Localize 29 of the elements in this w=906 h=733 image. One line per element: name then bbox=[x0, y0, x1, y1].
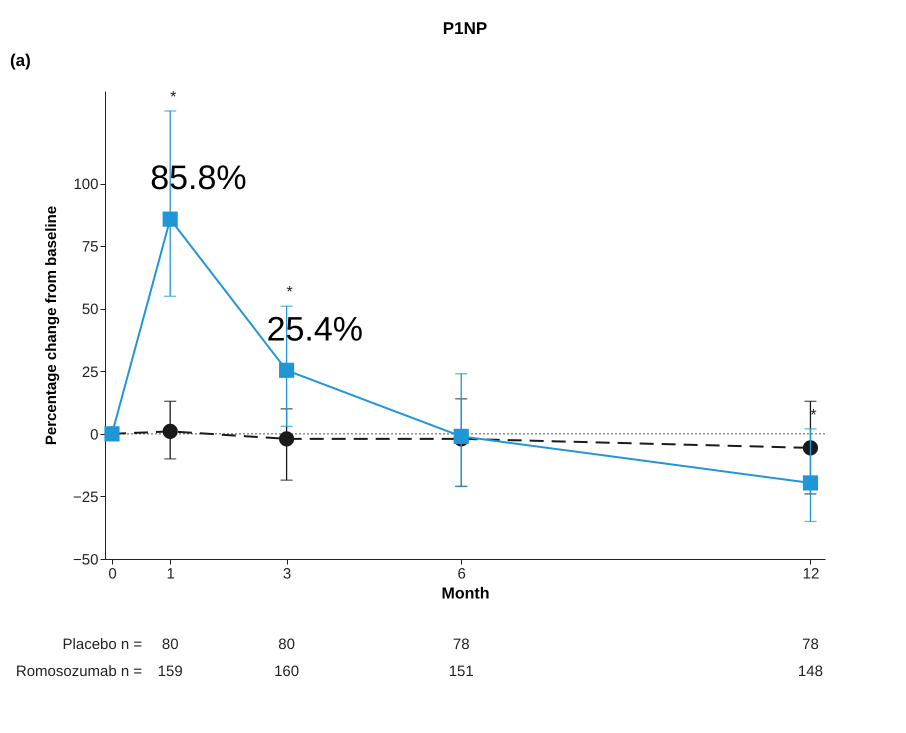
x-tick-label: 3 bbox=[282, 566, 292, 582]
annotation: * bbox=[170, 89, 176, 106]
x-tick-label: 0 bbox=[108, 566, 117, 582]
y-tick-label: 0 bbox=[90, 426, 98, 444]
x-tick-label: 12 bbox=[802, 566, 820, 582]
text: 148 bbox=[798, 663, 823, 680]
text: (a) bbox=[10, 51, 31, 70]
text: 78 bbox=[452, 636, 470, 653]
y-tick-label: 25 bbox=[82, 364, 98, 381]
y-tick-label: 75 bbox=[82, 238, 98, 256]
text: Placebo n = bbox=[62, 636, 142, 653]
text: 80 bbox=[162, 636, 179, 653]
chart-title: P1NP bbox=[442, 19, 488, 38]
text: 151 bbox=[448, 663, 474, 680]
x-axis-title: Month bbox=[442, 586, 490, 602]
annotation: * bbox=[810, 406, 817, 424]
text: Romosozumab n = bbox=[16, 663, 142, 680]
y-tick-label: 100 bbox=[73, 176, 98, 194]
text: 80 bbox=[278, 636, 295, 653]
y-tick-label: 50 bbox=[82, 301, 98, 318]
text: 160 bbox=[274, 663, 300, 680]
y-tick-label: −50 bbox=[73, 552, 98, 568]
annotation: * bbox=[286, 284, 293, 302]
x-tick-label: 1 bbox=[166, 566, 175, 582]
text: 159 bbox=[158, 663, 183, 680]
y-tick-label: −25 bbox=[73, 488, 98, 506]
text: 78 bbox=[802, 636, 819, 653]
x-tick-label: 6 bbox=[458, 566, 466, 582]
y-axis-title: Percentage change from baseline bbox=[43, 206, 60, 446]
